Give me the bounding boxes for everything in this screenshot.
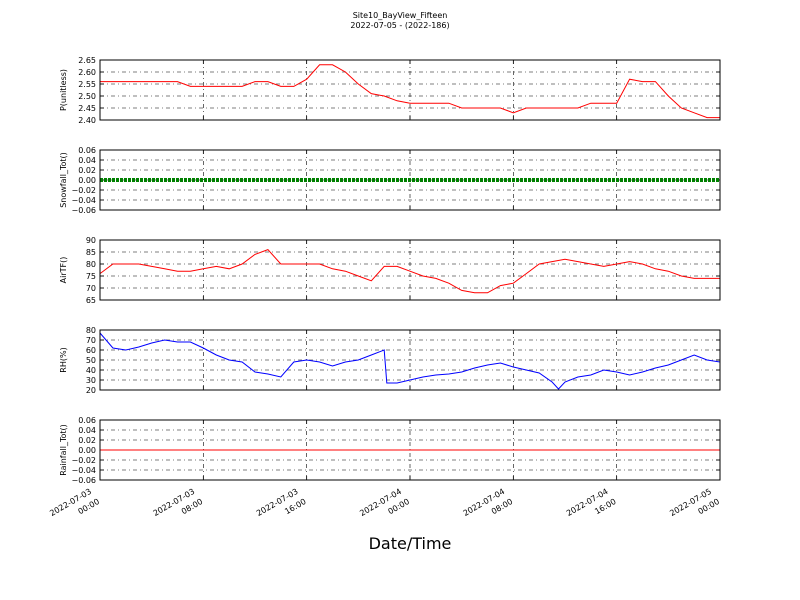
y-tick-label: 2.45 [78, 104, 96, 113]
y-tick-label: 50 [86, 356, 96, 365]
y-axis-label: AirTF() [59, 257, 68, 284]
panel-frame [99, 419, 721, 481]
y-tick-label: 40 [86, 366, 96, 375]
y-tick-label: 2.60 [78, 68, 96, 77]
y-tick-label: 0.00 [78, 176, 96, 185]
panel-frame [99, 239, 721, 301]
chart-subtitle: 2022-07-05 - (2022-186) [350, 21, 450, 30]
y-tick-label: 0.06 [78, 146, 96, 155]
y-tick-label: 85 [86, 248, 96, 257]
y-axis-label: Rainfall_Tot() [59, 424, 68, 476]
y-tick-label: 0.02 [78, 166, 96, 175]
y-axis-label: Snowfall_Tot() [59, 152, 68, 208]
y-tick-label: 0.04 [78, 156, 96, 165]
y-tick-label: 70 [86, 336, 96, 345]
y-tick-label: 80 [86, 260, 96, 269]
series-line [99, 332, 721, 390]
y-tick-label: −0.06 [71, 476, 96, 485]
x-axis-label: Date/Time [368, 534, 452, 553]
panel-frame [99, 329, 721, 391]
y-axis-label: P(unitless) [59, 69, 68, 111]
y-tick-label: 65 [86, 296, 96, 305]
y-tick-label: 2.40 [78, 116, 96, 125]
y-tick-label: 80 [86, 326, 96, 335]
y-tick-label: 20 [86, 386, 96, 395]
y-tick-label: 60 [86, 346, 96, 355]
y-tick-label: 70 [86, 284, 96, 293]
series-line [99, 249, 720, 294]
y-tick-label: 0.06 [78, 416, 96, 425]
y-tick-label: 0.00 [78, 446, 96, 455]
series-line [100, 64, 720, 119]
y-tick-label: 75 [86, 272, 96, 281]
panel-frame [99, 149, 721, 211]
chart-title: Site10_BayView_Fifteen [352, 11, 448, 20]
y-tick-label: 2.65 [78, 56, 96, 65]
y-tick-label: 0.02 [78, 436, 96, 445]
y-tick-label: 30 [86, 376, 96, 385]
y-tick-label: 0.04 [78, 426, 96, 435]
y-tick-label: 2.55 [78, 80, 96, 89]
y-tick-label: 2.50 [78, 92, 96, 101]
y-tick-label: −0.06 [71, 206, 96, 215]
y-tick-label: −0.04 [71, 196, 96, 205]
y-tick-label: −0.02 [71, 186, 96, 195]
y-tick-label: −0.04 [71, 466, 96, 475]
y-tick-label: −0.02 [71, 456, 96, 465]
panel-frame [99, 59, 721, 121]
y-tick-label: 90 [86, 236, 96, 245]
y-axis-label: RH(%) [59, 347, 68, 372]
